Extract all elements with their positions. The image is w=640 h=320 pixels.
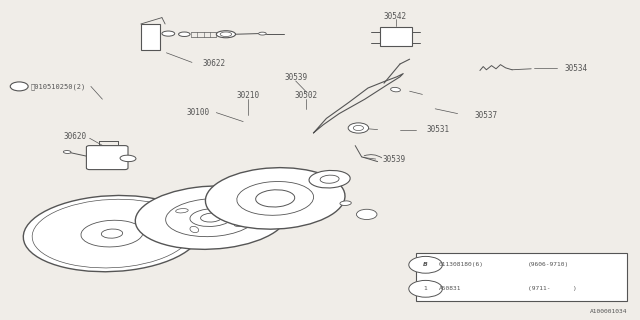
Ellipse shape (259, 32, 266, 35)
Text: (9606-9710): (9606-9710) (528, 262, 569, 267)
Text: 011308180(6): 011308180(6) (438, 262, 483, 267)
Ellipse shape (340, 201, 351, 205)
Ellipse shape (166, 199, 257, 236)
Text: Ⓑ010510250(2): Ⓑ010510250(2) (31, 83, 86, 90)
Ellipse shape (162, 31, 175, 36)
Text: 1: 1 (365, 212, 369, 217)
Ellipse shape (237, 181, 314, 215)
Text: B: B (423, 262, 428, 267)
Text: 30539: 30539 (284, 73, 307, 82)
Text: 30620: 30620 (64, 132, 87, 141)
Ellipse shape (190, 209, 232, 227)
Text: 30537: 30537 (475, 111, 498, 120)
Text: B: B (17, 84, 21, 89)
Text: 1: 1 (424, 286, 428, 291)
Ellipse shape (255, 190, 295, 207)
Bar (416, 253, 627, 301)
Text: 30622: 30622 (203, 59, 226, 68)
Text: 30531: 30531 (427, 125, 450, 134)
Ellipse shape (309, 171, 350, 188)
Text: (9711-      ): (9711- ) (528, 286, 577, 291)
Ellipse shape (120, 155, 136, 162)
Circle shape (348, 123, 369, 133)
Circle shape (409, 280, 442, 297)
Ellipse shape (216, 31, 236, 38)
Ellipse shape (179, 32, 190, 36)
Circle shape (353, 125, 364, 131)
FancyBboxPatch shape (380, 27, 412, 46)
Text: A50831: A50831 (438, 286, 461, 291)
Ellipse shape (205, 168, 345, 229)
Circle shape (356, 209, 377, 220)
Text: 30542: 30542 (384, 12, 407, 21)
Circle shape (10, 82, 28, 91)
Text: 30502: 30502 (294, 91, 317, 100)
Ellipse shape (23, 196, 201, 272)
Ellipse shape (175, 209, 188, 213)
Ellipse shape (135, 186, 287, 249)
Ellipse shape (234, 222, 247, 227)
Ellipse shape (190, 226, 198, 233)
Ellipse shape (224, 203, 232, 209)
Ellipse shape (320, 175, 339, 183)
Text: 30100: 30100 (187, 108, 210, 117)
Text: 30534: 30534 (564, 64, 588, 73)
Ellipse shape (63, 150, 71, 154)
FancyBboxPatch shape (141, 24, 160, 50)
Text: A100001034: A100001034 (589, 309, 627, 314)
Circle shape (409, 256, 442, 273)
FancyBboxPatch shape (86, 146, 128, 170)
Text: 30210: 30210 (237, 91, 260, 100)
Text: 30539: 30539 (382, 155, 405, 164)
Ellipse shape (390, 87, 401, 92)
